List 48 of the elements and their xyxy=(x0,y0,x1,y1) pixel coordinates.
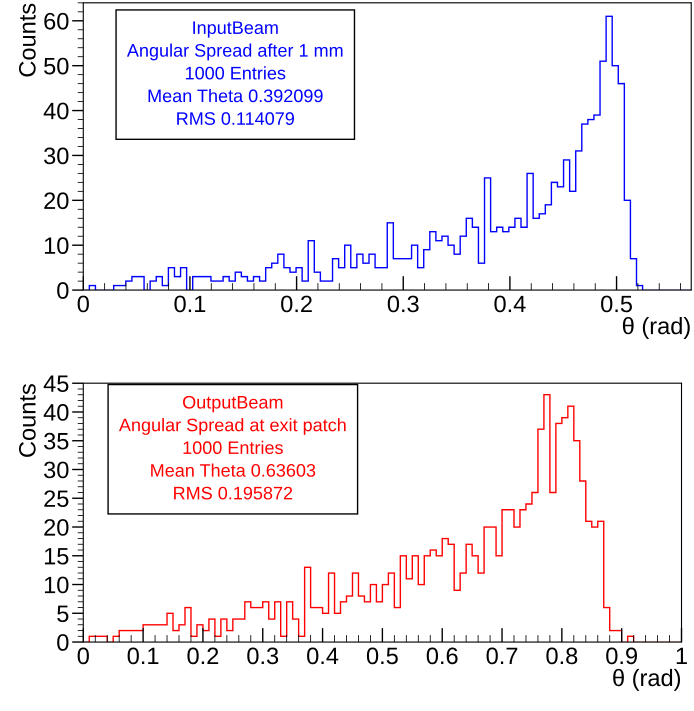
annotation: Mean Theta 0.392099 xyxy=(148,88,323,102)
x-tick-label: 0.3 xyxy=(247,648,278,664)
x-tick-label: 1 xyxy=(676,648,687,664)
x-tick-label: 0.3 xyxy=(388,296,419,312)
y-axis-title: Counts xyxy=(18,384,36,457)
y-tick-label: 40 xyxy=(44,404,68,421)
x-tick-label: 0 xyxy=(78,296,89,312)
x-tick-label: 0.1 xyxy=(128,648,158,664)
y-tick-label: 10 xyxy=(44,576,68,594)
y-tick-label: 5 xyxy=(57,606,68,622)
x-tick-label: 0.5 xyxy=(366,648,398,664)
x-axis-title: θ (rad) xyxy=(613,668,680,691)
y-tick-label: 0 xyxy=(57,634,68,651)
x-tick-label: 0.4 xyxy=(307,648,338,664)
y-tick-label: 60 xyxy=(44,12,68,30)
y-tick-label: 35 xyxy=(44,432,68,450)
x-tick-label: 0.2 xyxy=(281,296,312,312)
x-tick-label: 0 xyxy=(78,648,89,664)
x-axis-title: θ (rad) xyxy=(622,316,690,339)
y-tick-label: 25 xyxy=(44,490,68,508)
y-tick-label: 10 xyxy=(44,237,68,254)
annotation: RMS 0.114079 xyxy=(177,112,294,125)
y-tick-label: 15 xyxy=(44,548,68,565)
y-tick-label: 20 xyxy=(44,519,68,536)
x-tick-label: 0.4 xyxy=(494,296,526,312)
annotation: InputBeam xyxy=(193,21,278,38)
annotation: Angular Spread after 1 mm xyxy=(126,44,342,60)
x-tick-label: 0.2 xyxy=(187,648,218,664)
x-tick-label: 0.9 xyxy=(606,648,637,664)
x-tick-label: 0.1 xyxy=(174,296,206,312)
x-tick-label: 0.7 xyxy=(486,648,518,664)
y-tick-label: 0 xyxy=(57,282,68,299)
y-tick-label: 50 xyxy=(44,58,68,74)
x-tick-label: 0.6 xyxy=(426,648,458,664)
y-tick-label: 30 xyxy=(44,462,68,478)
y-axis-title: Counts xyxy=(18,4,36,76)
annotation: OutputBeam xyxy=(183,396,282,412)
x-tick-label: 0.5 xyxy=(601,296,632,312)
annotation: RMS 0.195872 xyxy=(174,486,292,500)
x-tick-label: 0.8 xyxy=(546,648,578,664)
annotation: 1000 Entries xyxy=(184,440,283,454)
annotation: 1000 Entries xyxy=(186,66,286,80)
annotation: Mean Theta 0.63603 xyxy=(151,464,316,477)
y-tick-label: 40 xyxy=(44,102,68,120)
annotation: Angular Spread at exit patch xyxy=(118,418,346,435)
y-tick-label: 30 xyxy=(44,148,68,164)
y-tick-label: 45 xyxy=(44,376,68,392)
y-tick-label: 20 xyxy=(44,192,68,210)
